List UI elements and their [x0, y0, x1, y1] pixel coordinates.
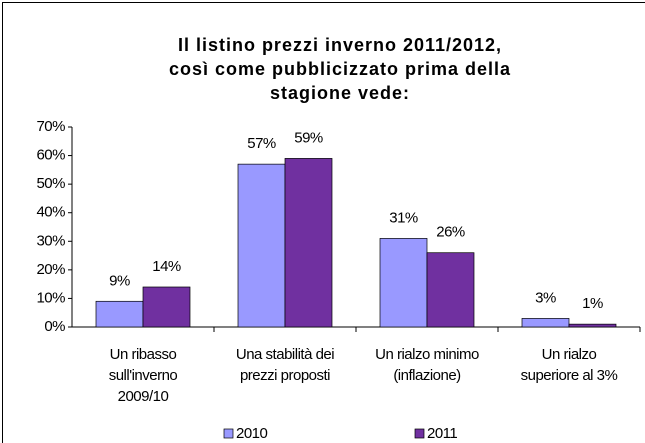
data-label: 26% — [436, 224, 465, 241]
bar — [426, 252, 475, 328]
bar — [142, 286, 191, 328]
y-tick-label: 70% — [36, 118, 65, 135]
legend-label: 2011 — [427, 425, 457, 442]
x-tick-label: prezzi proposti — [240, 367, 330, 384]
y-tick-label: 60% — [36, 147, 65, 164]
data-label: 1% — [582, 295, 603, 312]
y-tick-label: 40% — [36, 204, 65, 221]
y-tick-label: 50% — [36, 175, 65, 192]
x-tick-label: Un rialzo — [542, 346, 597, 363]
x-tick-label: superiore al 3% — [521, 367, 618, 384]
data-label: 57% — [247, 135, 276, 152]
data-label: 31% — [389, 209, 418, 226]
x-tick-label: Un ribasso — [110, 346, 177, 363]
chart-title: così come pubblicizzato prima della — [169, 59, 511, 79]
legend-label: 2010 — [236, 425, 268, 442]
data-label: 59% — [294, 129, 323, 146]
bar — [237, 163, 286, 328]
bar — [379, 238, 428, 328]
bar — [95, 300, 144, 328]
chart-title: Il listino prezzi inverno 2011/2012, — [178, 35, 502, 55]
x-tick-label: (inflazione) — [393, 367, 461, 384]
x-tick-label: sull'inverno — [109, 367, 178, 384]
y-tick-label: 0% — [44, 318, 65, 335]
x-tick-label: 2009/10 — [118, 388, 169, 405]
x-tick-label: Una stabilità dei — [236, 346, 334, 363]
legend-swatch — [223, 428, 234, 439]
y-tick-label: 30% — [36, 232, 65, 249]
data-label: 3% — [535, 289, 556, 306]
x-tick-label: Un rialzo minimo — [375, 346, 479, 363]
legend-swatch — [414, 428, 425, 439]
y-tick-label: 10% — [36, 289, 65, 306]
bar — [521, 318, 570, 328]
data-label: 14% — [152, 258, 181, 275]
chart-title: stagione vede: — [270, 83, 410, 103]
data-label: 9% — [109, 272, 130, 289]
bar — [568, 323, 617, 328]
y-tick-label: 20% — [36, 261, 65, 278]
bar — [284, 158, 333, 328]
